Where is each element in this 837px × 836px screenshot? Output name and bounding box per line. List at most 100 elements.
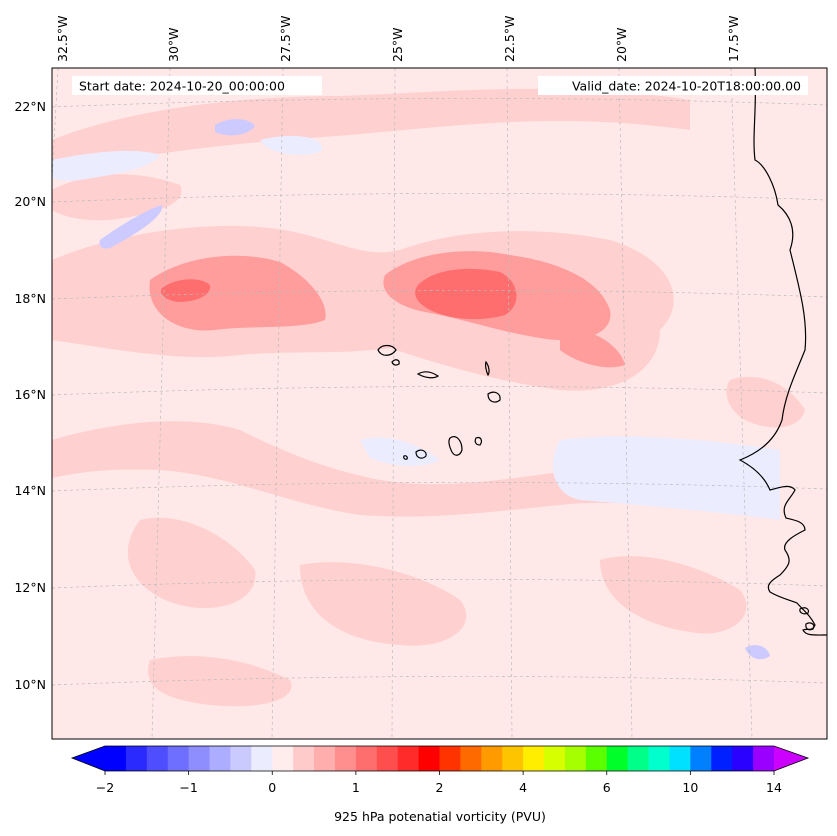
island-bijagos-2 <box>805 622 815 631</box>
pv-patch-southeast <box>600 556 747 634</box>
parallel-20n <box>51 193 828 203</box>
latitude-labels: 22°N 20°N 18°N 16°N 14°N 12°N 10°N <box>14 99 46 692</box>
colorbar-segments <box>105 746 775 771</box>
pv-band-north <box>52 88 690 175</box>
coastlines <box>377 67 828 636</box>
colorbar-tick-label: 1 <box>352 780 360 795</box>
colorbar-segment <box>146 746 169 771</box>
latitude-label: 22°N <box>14 99 46 114</box>
pv-negative-band-north <box>52 150 160 181</box>
valid-date-box <box>538 76 808 95</box>
pv-patch-southwest <box>127 517 256 609</box>
colorbar-segment <box>209 746 232 771</box>
colorbar-segment <box>376 746 399 771</box>
colorbar-tick-label: 2 <box>436 780 444 795</box>
colorbar-ticks: −2 −1 0 1 2 4 6 10 14 <box>96 771 782 795</box>
colorbar-segment <box>648 746 671 771</box>
colorbar-segment <box>460 746 482 771</box>
colorbar-segment <box>188 746 211 771</box>
pv-patch-east <box>726 376 805 428</box>
colorbar-segment <box>585 746 608 771</box>
colorbar: −2 −1 0 1 2 4 6 10 14 925 hPa potenatial vortici… <box>70 745 810 824</box>
latitude-label: 14°N <box>14 483 46 498</box>
colorbar-segment <box>167 746 190 771</box>
colorbar-segment <box>125 746 148 771</box>
colorbar-segment <box>564 746 587 771</box>
longitude-label: 25°W <box>390 27 405 62</box>
start-date-box <box>72 76 322 95</box>
colorbar-segment <box>105 746 127 771</box>
colorbar-segment <box>481 746 503 771</box>
parallel-18n <box>51 290 828 300</box>
colorbar-tick-label: −1 <box>179 780 197 795</box>
latitude-label: 18°N <box>14 291 46 306</box>
colorbar-segment <box>251 746 273 771</box>
colorbar-segment <box>314 746 336 771</box>
meridian-17-5w <box>730 67 753 740</box>
colorbar-segment <box>627 746 650 771</box>
pv-negative-core-1 <box>99 205 163 249</box>
colorbar-under-extension <box>72 746 105 771</box>
latitude-label: 16°N <box>14 387 46 402</box>
meridian-22-5w <box>506 67 513 740</box>
island-sal <box>485 360 490 377</box>
colorbar-tick-label: 6 <box>603 780 611 795</box>
colorbar-segment <box>711 746 733 771</box>
island-sao-nicolau <box>416 371 440 379</box>
colorbar-segment <box>606 746 629 771</box>
parallel-12n <box>51 579 828 589</box>
latitude-label: 10°N <box>14 677 46 692</box>
longitude-label: 27.5°W <box>278 16 293 62</box>
longitude-label: 22.5°W <box>502 16 517 62</box>
island-sao-vicente <box>391 359 400 366</box>
colorbar-tick-label: 14 <box>766 780 782 795</box>
pv-strong-red-fields <box>160 268 517 320</box>
pv-maximum-west <box>160 279 211 302</box>
pv-negative-patch-1 <box>360 437 440 466</box>
colorbar-tick-label: 4 <box>519 780 527 795</box>
parallel-10n <box>51 676 828 686</box>
pv-negative-band-south <box>552 436 780 520</box>
colorbar-segment <box>732 746 754 771</box>
colorbar-segment <box>272 746 294 771</box>
valid-date-label: Valid_date: 2024-10-20T18:00:00.00 <box>572 79 801 94</box>
island-boa-vista <box>487 391 501 403</box>
latitude-label: 12°N <box>14 580 46 595</box>
colorbar-tick-label: 0 <box>268 780 276 795</box>
colorbar-tick-label: 10 <box>682 780 698 795</box>
meridian-20w <box>618 67 633 740</box>
colorbar-segment <box>230 746 252 771</box>
map-frame <box>51 67 828 740</box>
longitude-labels: 32.5°W 30°W 27.5°W 25°W 22.5°W 20°W 17.5°W <box>55 16 741 62</box>
parallel-14n <box>51 482 828 492</box>
colorbar-segment <box>397 746 420 771</box>
graticule <box>51 67 828 740</box>
pv-patch-east-lobe <box>560 329 625 368</box>
colorbar-over-extension <box>774 746 808 771</box>
latitude-label: 20°N <box>14 194 46 209</box>
pv-negative-core-3 <box>745 645 770 660</box>
colorbar-segment <box>753 746 775 771</box>
parallel-22n <box>51 98 828 108</box>
pv-patch-south-center <box>300 562 467 646</box>
colorbar-segment <box>544 746 566 771</box>
pv-negative-patch-2 <box>260 135 322 155</box>
pv-maximum-east <box>415 268 517 320</box>
colorbar-label: 925 hPa potenatial vorticity (PVU) <box>334 809 546 824</box>
pv-patch-northwest <box>52 174 182 221</box>
meridian-32-5w <box>51 67 59 181</box>
island-maio <box>474 436 482 446</box>
colorbar-segment <box>418 746 441 771</box>
longitude-label: 30°W <box>166 27 181 62</box>
island-fogo <box>415 449 427 459</box>
pv-patch-far-south <box>148 656 292 707</box>
longitude-label: 32.5°W <box>55 16 70 62</box>
meridian-25w <box>391 67 396 740</box>
pv-negative-core-2 <box>215 119 255 136</box>
map-panel: Start date: 2024-10-20_00:00:00 Valid_da… <box>51 67 828 740</box>
island-bijagos-1 <box>799 607 810 615</box>
pv-light-blue-fields <box>52 135 780 520</box>
start-date-label: Start date: 2024-10-20_00:00:00 <box>79 79 285 94</box>
island-santo-antao <box>377 344 397 356</box>
